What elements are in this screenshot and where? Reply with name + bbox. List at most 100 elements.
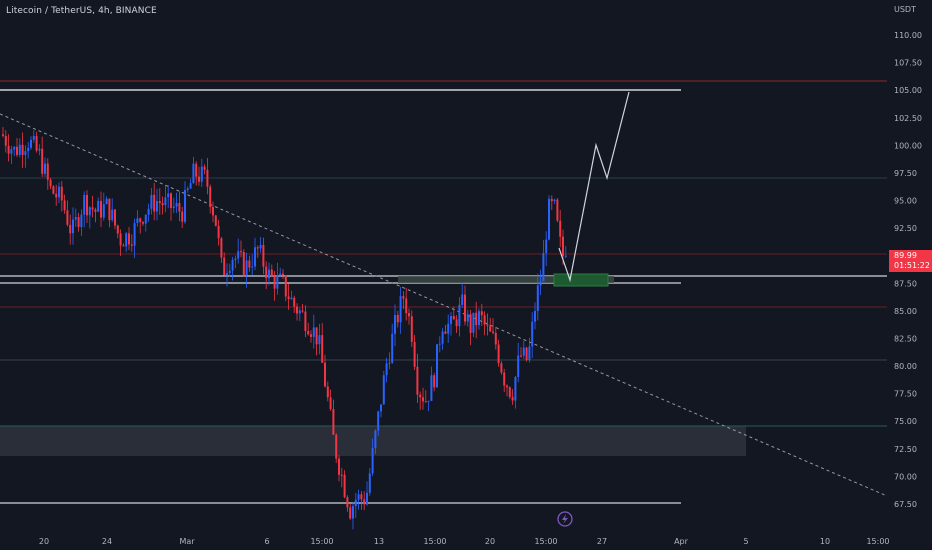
candle-body <box>531 321 534 347</box>
candle-body <box>268 269 270 279</box>
candle-body <box>2 134 4 136</box>
y-tick-label: 105.00 <box>894 86 922 95</box>
candle-body <box>520 355 522 357</box>
x-tick-label: Apr <box>674 537 689 546</box>
candle-body <box>203 166 206 170</box>
candle-body <box>296 306 298 314</box>
time-axis[interactable]: 20 24 Mar 6 15:00 13 15:00 20 15:00 27 Apr 5 10 15:00 <box>39 537 890 546</box>
candle-body <box>116 225 119 234</box>
y-tick-label: 102.50 <box>894 114 922 123</box>
candle-body <box>422 397 424 402</box>
candle-body <box>206 169 209 187</box>
candle-body <box>256 247 259 249</box>
x-tick-label: 15:00 <box>534 537 557 546</box>
candle-body <box>242 252 245 276</box>
candle-body <box>315 327 318 345</box>
candle-body <box>553 199 556 202</box>
candle-body <box>164 197 167 206</box>
candle-body <box>38 148 41 151</box>
candle-body <box>377 411 380 431</box>
y-tick-label: 92.50 <box>894 224 917 233</box>
candle-body <box>18 144 21 155</box>
candle-body <box>80 214 83 227</box>
candle-body <box>548 198 550 240</box>
x-tick-label: 6 <box>264 537 269 546</box>
candle-body <box>88 207 91 216</box>
candle-body <box>508 387 511 397</box>
candle-body <box>438 343 441 345</box>
y-tick-label: 67.50 <box>894 500 917 509</box>
last-price-value: 89.99 <box>894 251 917 260</box>
candle-body <box>489 325 492 332</box>
candle-body <box>340 474 343 476</box>
candle-body <box>55 193 58 198</box>
candle-body <box>139 218 142 222</box>
candle-body <box>458 304 461 327</box>
candle-body <box>528 346 531 360</box>
y-tick-label: 110.00 <box>894 31 922 40</box>
candle-body <box>354 499 357 507</box>
candle-body <box>472 312 475 333</box>
candle-body <box>122 245 125 247</box>
candle-body <box>326 386 329 398</box>
candle-body <box>276 275 279 289</box>
candle-body <box>214 215 217 226</box>
candle-body <box>30 139 32 148</box>
candle-body <box>413 341 416 367</box>
candle-body <box>170 193 172 208</box>
candle-body <box>114 209 116 226</box>
candle-body <box>503 372 506 386</box>
candle-body <box>49 179 52 187</box>
candle-body <box>419 394 422 398</box>
candle-body <box>217 225 220 239</box>
candle-body <box>181 211 184 222</box>
candle-body <box>324 362 326 387</box>
candle-body <box>536 285 539 311</box>
candle-body <box>52 186 55 194</box>
candle-body <box>108 198 111 221</box>
candle-body <box>478 311 480 326</box>
candle-body <box>248 260 251 268</box>
x-tick-label: 15:00 <box>866 537 889 546</box>
y-tick-label: 100.00 <box>894 141 922 150</box>
candle-body <box>259 245 262 249</box>
candle-body <box>550 198 553 202</box>
candle-body <box>335 434 338 459</box>
candle-body <box>380 404 382 412</box>
candle-body <box>279 273 282 275</box>
candle-body <box>433 375 436 388</box>
candle-body <box>69 224 72 234</box>
candle-body <box>41 148 44 174</box>
candle-body <box>402 296 405 299</box>
candle-body <box>399 296 402 323</box>
candle-body <box>494 332 497 345</box>
candle-body <box>58 186 60 198</box>
candle-body <box>142 222 144 224</box>
y-tick-label: 95.00 <box>894 197 917 206</box>
candle-body <box>184 190 186 222</box>
candle-body <box>254 247 256 267</box>
candle-body <box>343 474 346 498</box>
candle-body <box>511 396 514 401</box>
lightning-icon[interactable] <box>557 511 573 527</box>
candle-body <box>539 281 542 286</box>
candle-body <box>270 269 273 276</box>
chart-title: Litecoin / TetherUS, 4h, BINANCE <box>6 6 157 16</box>
candle-body <box>178 203 181 212</box>
candle-body <box>91 207 94 210</box>
candle-body <box>332 409 335 435</box>
candle-body <box>156 201 158 212</box>
candle-body <box>161 203 164 206</box>
y-tick-label: 77.50 <box>894 390 917 399</box>
candle-body <box>464 294 466 322</box>
candle-body <box>231 259 234 271</box>
candle-body <box>452 316 455 320</box>
candle-body <box>111 209 114 221</box>
target-entry-zone <box>553 273 609 287</box>
candle-body <box>175 203 178 207</box>
candle-body <box>301 310 304 312</box>
y-tick-label: 70.00 <box>894 472 917 481</box>
candle-body <box>119 233 122 246</box>
candle-body <box>444 331 447 334</box>
